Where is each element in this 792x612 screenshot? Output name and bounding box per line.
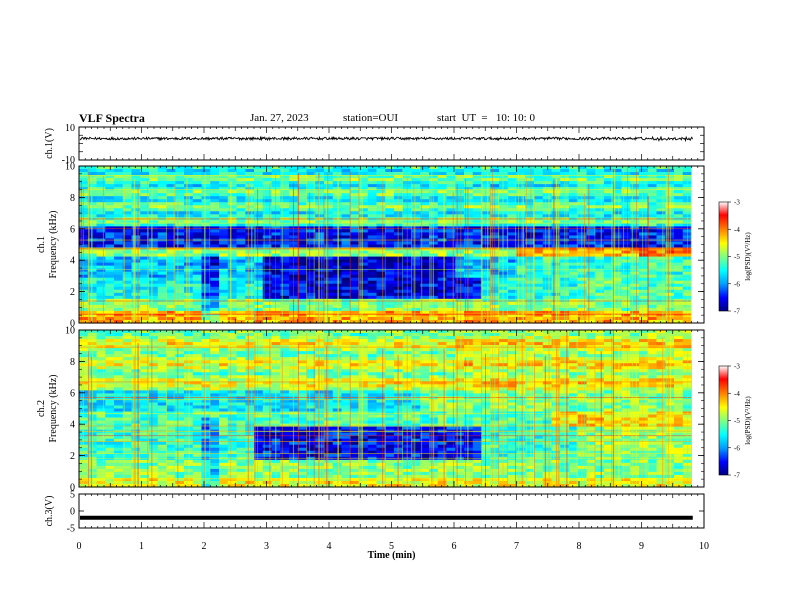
ch2-ylabel: Frequency (kHz) [48, 374, 59, 442]
date-label: Jan. 27, 2023 [250, 112, 309, 124]
ch3-ytick-0: 5 [70, 490, 75, 501]
ch3-ylabel: ch.3(V) [44, 496, 55, 527]
ch1-ylabel: ch.1(V) [44, 128, 55, 159]
ch2-ytick-0: 0 [70, 483, 75, 494]
x-axis-label: Time (min) [368, 550, 416, 561]
ch1-colorbar-tick-3: -6 [734, 280, 740, 288]
spectrogram-ch2 [79, 330, 704, 488]
x-tick-0: 0 [77, 541, 82, 552]
ch2-colorbar-tick-2: -5 [734, 417, 740, 425]
ch1-waveform-line [79, 135, 693, 143]
ch1-ylabel: Frequency (kHz) [48, 210, 59, 278]
chart-title: VLF Spectra [79, 111, 145, 125]
ch2-colorbar [718, 365, 729, 476]
ch1-channel-label: ch.1 [36, 236, 47, 253]
ch3-ytick-2: -5 [67, 524, 75, 535]
x-tick-7: 7 [514, 541, 519, 552]
ch1-colorbar-tick-1: -4 [734, 226, 740, 234]
x-tick-1: 1 [139, 541, 144, 552]
ch1-colorbar-tick-0: -3 [734, 199, 740, 207]
ch1-colorbar-label: log(PSD)(V²/Hz) [744, 232, 752, 281]
ch1-colorbar-tick-4: -7 [734, 308, 740, 316]
ch1-ytick-10: 10 [65, 162, 75, 173]
x-tick-3: 3 [264, 541, 269, 552]
ch1-ytick-2: 2 [70, 287, 75, 298]
start-time-label: start UT = 10: 10: 0 [437, 112, 535, 124]
ch3-ytick-1: 0 [70, 507, 75, 518]
x-tick-4: 4 [327, 541, 332, 552]
ch2-colorbar-tick-4: -7 [734, 472, 740, 480]
ch2-channel-label: ch.2 [36, 400, 47, 417]
ch1-ytick-0: 0 [70, 319, 75, 330]
ch2-colorbar-tick-1: -4 [734, 390, 740, 398]
ch2-ytick-2: 2 [70, 451, 75, 462]
ch1-colorbar [718, 201, 729, 312]
ch1-ytick-bottom: -10 [62, 155, 75, 166]
ch1-ytick-top: 10 [65, 123, 75, 134]
x-tick-6: 6 [452, 541, 457, 552]
ch2-ytick-8: 8 [70, 357, 75, 368]
ch2-colorbar-label: log(PSD)(V²/Hz) [744, 396, 752, 445]
x-tick-8: 8 [577, 541, 582, 552]
ch2-ytick-10: 10 [65, 326, 75, 337]
station-label: station=OUI [343, 112, 399, 124]
spectrogram-ch1 [79, 166, 704, 324]
ch1-ytick-8: 8 [70, 193, 75, 204]
ch1-ytick-4: 4 [70, 256, 75, 267]
ch2-colorbar-tick-0: -3 [734, 363, 740, 371]
ch1-ytick-6: 6 [70, 224, 75, 235]
ch2-ytick-4: 4 [70, 420, 75, 431]
x-tick-10: 10 [699, 541, 709, 552]
ch2-ytick-6: 6 [70, 388, 75, 399]
x-tick-5: 5 [389, 541, 394, 552]
x-tick-9: 9 [639, 541, 644, 552]
x-tick-2: 2 [202, 541, 207, 552]
ch2-colorbar-tick-3: -6 [734, 444, 740, 452]
ch1-colorbar-tick-2: -5 [734, 253, 740, 261]
